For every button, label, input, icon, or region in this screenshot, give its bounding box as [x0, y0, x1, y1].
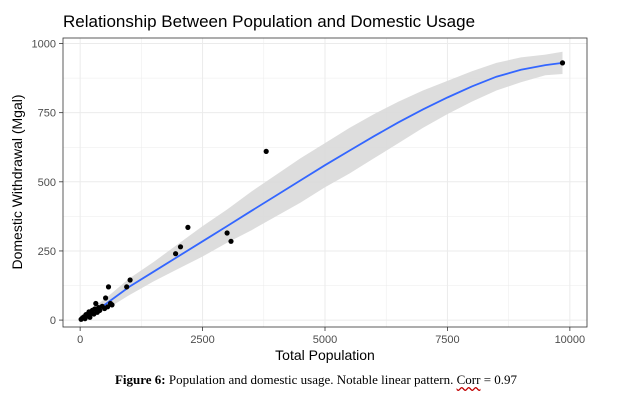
y-tick-label: 250	[38, 246, 56, 258]
confidence-band-area	[80, 51, 563, 322]
x-axis-label: Total Population	[275, 347, 375, 363]
data-point	[263, 148, 269, 154]
data-point	[103, 295, 109, 301]
caption-tail: = 0.97	[480, 372, 518, 387]
x-tick-label: 2500	[190, 334, 214, 346]
x-tick-label: 0	[77, 334, 83, 346]
y-tick-label: 0	[50, 315, 56, 327]
smooth-line	[79, 62, 563, 320]
y-axis-label: Domestic Withdrawal (Mgal)	[9, 94, 25, 269]
caption-label: Figure 6:	[114, 372, 166, 387]
data-points	[78, 60, 566, 322]
confidence-band	[80, 51, 563, 322]
data-point	[173, 251, 179, 257]
data-point	[127, 277, 133, 283]
y-tick-label: 500	[38, 177, 56, 189]
data-point	[559, 60, 566, 66]
chart-title: Relationship Between Population and Dome…	[63, 12, 475, 31]
data-point	[87, 314, 93, 320]
data-point	[224, 230, 230, 236]
caption-text: Population and domestic usage. Notable l…	[165, 372, 457, 387]
data-point	[97, 307, 103, 313]
scatter-chart: Relationship Between Population and Dome…	[9, 12, 588, 363]
figure-caption: Figure 6: Population and domestic usage.…	[0, 372, 632, 388]
data-point	[228, 238, 234, 244]
data-point	[124, 284, 130, 290]
data-point	[105, 284, 112, 290]
x-tick-label: 7500	[435, 334, 459, 346]
y-tick-label: 750	[38, 108, 56, 120]
caption-corr: Corr	[456, 372, 481, 387]
x-tick-label: 10000	[555, 334, 586, 346]
data-point	[109, 302, 115, 308]
data-point	[177, 244, 184, 250]
data-point	[93, 300, 99, 307]
smooth-line-path	[79, 62, 563, 320]
x-tick-label: 5000	[313, 334, 337, 346]
y-tick-label: 1000	[32, 39, 56, 51]
axes: 0 2500 5000 7500 10000 0 250 500 750 1000	[32, 37, 588, 346]
data-point	[185, 224, 191, 230]
